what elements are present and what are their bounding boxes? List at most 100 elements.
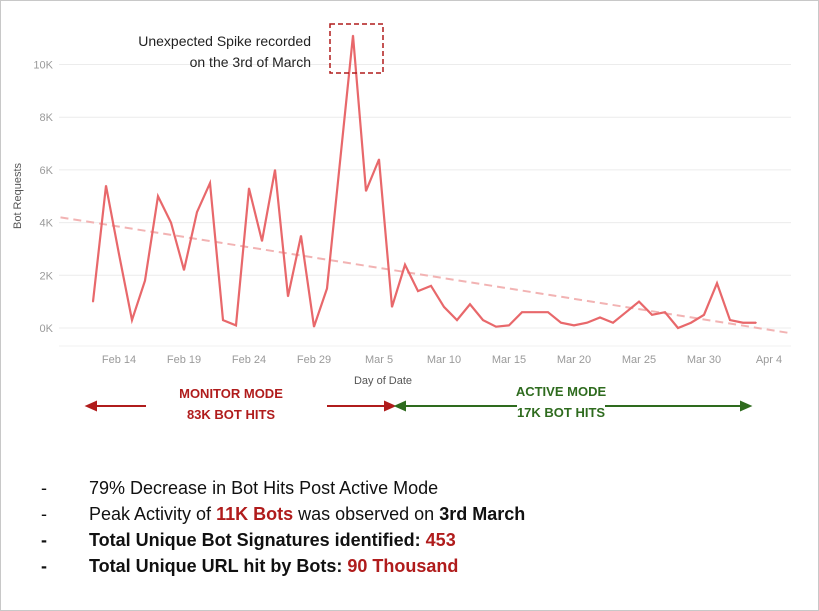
data-point — [339, 161, 341, 163]
data-point — [170, 221, 172, 224]
monitor-mode-hits: 83K BOT HITS — [186, 407, 276, 422]
data-point — [222, 319, 224, 321]
data-point — [417, 290, 419, 292]
data-point — [508, 324, 510, 327]
y-tick-label: 6K — [40, 165, 54, 177]
data-point — [742, 321, 744, 324]
data-point — [573, 324, 575, 327]
x-tick-label: Feb 19 — [167, 354, 201, 366]
data-point — [586, 321, 588, 324]
y-axis-label: Bot Requests — [12, 162, 24, 229]
data-point — [209, 182, 211, 184]
data-point — [521, 311, 523, 313]
data-point — [729, 319, 731, 321]
data-point — [235, 324, 237, 327]
data-point — [482, 319, 484, 321]
data-point — [326, 287, 328, 290]
bullet-text: was observed on — [293, 504, 440, 524]
data-point — [144, 279, 146, 282]
data-point — [677, 327, 679, 329]
data-point — [261, 240, 263, 242]
data-point — [755, 321, 757, 324]
data-point — [313, 325, 315, 328]
bullet-dash: - — [41, 478, 47, 498]
data-point — [456, 319, 458, 321]
bullet-text: Peak Activity of — [89, 504, 217, 524]
bullet-4: - Total Unique URL hit by Bots: 90 Thousa… — [41, 554, 458, 578]
data-point — [560, 321, 562, 324]
x-axis-label: Day of Date — [354, 375, 412, 387]
data-point — [443, 306, 445, 308]
bullet-highlight: 90 Thousand — [347, 556, 459, 576]
data-point — [690, 321, 692, 324]
data-point — [365, 190, 367, 192]
data-point — [248, 187, 250, 190]
bullet-highlight: 11K Bots — [216, 504, 294, 524]
data-point — [196, 211, 198, 213]
data-point — [183, 269, 185, 271]
data-point — [716, 282, 718, 285]
bullet-text: 79% Decrease in Bot Hits Post Active Mod… — [89, 478, 439, 498]
x-tick-label: Feb 24 — [232, 354, 266, 366]
y-tick-label: 4K — [40, 218, 54, 230]
x-tick-label: Mar 5 — [365, 354, 393, 366]
data-point — [391, 306, 393, 308]
x-tick-label: Feb 14 — [102, 354, 136, 366]
monitor-mode-label: MONITOR MODE 83K BOT HITS — [151, 383, 311, 425]
y-tick-label: 0K — [40, 323, 54, 335]
data-point — [612, 321, 614, 324]
x-tick-label: Mar 30 — [687, 354, 721, 366]
data-point — [92, 300, 94, 303]
x-tick-label: Feb 29 — [297, 354, 331, 366]
data-point — [534, 311, 536, 313]
data-point — [105, 184, 107, 187]
data-point — [430, 285, 432, 287]
data-point — [404, 263, 406, 266]
series-line-bot-requests — [91, 35, 756, 330]
data-point — [625, 311, 627, 313]
y-tick-label: 10K — [33, 60, 53, 72]
x-tick-label: Mar 25 — [622, 354, 656, 366]
bullet-text: Total Unique Bot Signatures identified: — [89, 530, 426, 550]
data-point — [131, 319, 133, 321]
bullet-bold: 3rd March — [439, 504, 526, 524]
data-point — [703, 314, 705, 316]
x-tick-label: Apr 4 — [756, 354, 782, 366]
bullet-dash: - — [41, 530, 47, 550]
annotation-line-2: on the 3rd of March — [189, 54, 311, 70]
active-mode-label: ACTIVE MODE 17K BOT HITS — [491, 381, 631, 423]
data-point — [118, 253, 120, 256]
y-tick-label: 8K — [40, 112, 54, 124]
data-point — [664, 311, 666, 313]
spike-highlight-box — [329, 23, 384, 74]
bullet-dash: - — [41, 504, 47, 524]
data-point — [638, 300, 640, 303]
data-point — [599, 316, 601, 319]
data-point — [651, 314, 653, 316]
data-point — [378, 158, 380, 161]
data-point — [547, 311, 549, 313]
bullet-highlight: 453 — [425, 530, 456, 550]
monitor-mode-title: MONITOR MODE — [179, 386, 283, 401]
data-point — [495, 325, 497, 328]
x-tick-label: Mar 20 — [557, 354, 591, 366]
bullet-3: - Total Unique Bot Signatures identified:… — [41, 528, 456, 552]
bullet-2: - Peak Activity of 11K Bots was observed … — [41, 502, 525, 526]
y-tick-label: 2K — [40, 270, 54, 282]
data-point — [352, 34, 354, 37]
data-point — [157, 195, 159, 198]
x-tick-label: Mar 10 — [427, 354, 461, 366]
spike-annotation: Unexpected Spike recorded on the 3rd of … — [71, 31, 311, 73]
active-mode-hits: 17K BOT HITS — [516, 402, 606, 423]
x-tick-label: Mar 15 — [492, 354, 526, 366]
data-point — [300, 234, 302, 237]
bullet-1: - 79% Decrease in Bot Hits Post Active Mo… — [41, 476, 438, 500]
active-mode-title: ACTIVE MODE — [515, 384, 607, 399]
annotation-line-1: Unexpected Spike recorded — [138, 33, 311, 49]
data-point — [274, 169, 276, 171]
trend-line — [60, 216, 792, 335]
data-point — [469, 303, 471, 306]
bullet-dash: - — [41, 556, 47, 576]
